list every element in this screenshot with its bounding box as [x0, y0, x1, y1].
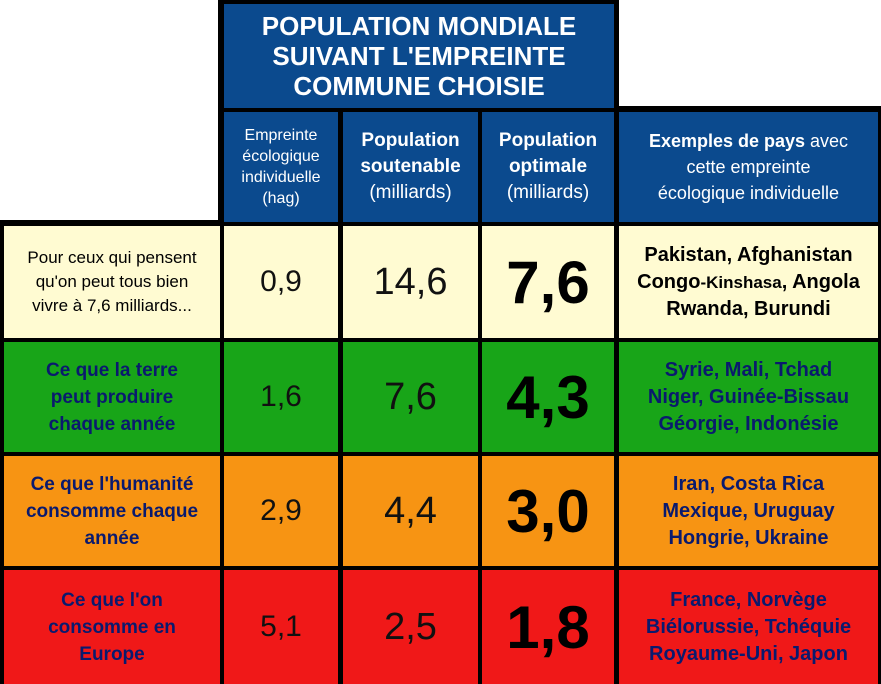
header-sustainable-line: (milliards)	[369, 182, 452, 203]
header-sustainable-line: Population	[361, 130, 460, 151]
row-label: Pour ceux qui pensent qu'on peut tous bi…	[4, 226, 220, 338]
header-optimal-line: Population	[498, 130, 598, 151]
header-footprint-line: individuelle	[241, 169, 321, 186]
header-footprint-line: Empreinte	[244, 127, 318, 144]
country-line: Mexique, Uruguay	[662, 499, 835, 522]
row-label-line: qu'on peut tous bien	[35, 272, 189, 291]
row-label-line: chaque année	[48, 413, 176, 435]
optimal-value: 1,8	[482, 570, 614, 684]
header-optimal-line: (milliards)	[506, 182, 590, 203]
title-line: COMMUNE CHOISIE	[293, 71, 545, 101]
row-label-line: consomme chaque	[25, 500, 199, 522]
country-line: Syrie, Mali, Tchad	[664, 358, 833, 381]
row-label-line: Ce que l'humanité	[30, 473, 194, 495]
footprint-value: 0,9	[224, 226, 338, 338]
header-examples: Exemples de pays avec cette empreinte éc…	[619, 112, 878, 222]
header-examples-bold: Exemples de pays	[648, 131, 806, 151]
sustainable-value: 14,6	[343, 226, 478, 338]
country-line: Niger, Guinée-Bissau	[647, 385, 850, 408]
row-label: Ce que l'humanité consomme chaque année	[4, 456, 220, 566]
header-footprint: Empreinte écologique individuelle (hag)	[224, 112, 338, 222]
row-label-line: peut produire	[50, 386, 174, 408]
row-label-line: Ce que l'on	[61, 589, 163, 611]
row-label-line: Pour ceux qui pensent	[27, 248, 197, 267]
sustainable-value: 7,6	[343, 342, 478, 452]
optimal-value: 7,6	[482, 226, 614, 338]
header-sustainable-line: soutenable	[360, 156, 461, 177]
country-examples: Iran, Costa Rica Mexique, Uruguay Hongri…	[619, 456, 878, 566]
sustainable-value: 4,4	[343, 456, 478, 566]
header-examples-line: écologique individuelle	[657, 183, 840, 203]
row-label-line: année	[84, 527, 140, 549]
row-label: Ce que la terre peut produire chaque ann…	[4, 342, 220, 452]
country-examples: Pakistan, Afghanistan Congo-Kinshasa, An…	[619, 226, 878, 338]
country-line: Pakistan, Afghanistan	[644, 243, 853, 266]
country-congo-suffix: -Kinshasa	[700, 272, 782, 292]
header-sustainable: Population soutenable (milliards)	[343, 112, 478, 222]
country-line: Royaume-Uni, Japon	[649, 642, 848, 665]
row-label-line: Ce que la terre	[46, 359, 178, 381]
title-line: POPULATION MONDIALE	[261, 11, 577, 41]
optimal-value: 3,0	[482, 456, 614, 566]
footprint-value: 2,9	[224, 456, 338, 566]
sustainable-value: 2,5	[343, 570, 478, 684]
country-line: Biélorussie, Tchéquie	[645, 615, 852, 638]
country-examples: Syrie, Mali, Tchad Niger, Guinée-Bissau …	[619, 342, 878, 452]
row-label-line: consomme en	[48, 616, 176, 638]
footprint-value: 1,6	[224, 342, 338, 452]
country-angola: , Angola	[781, 270, 860, 293]
header-optimal-line: optimale	[508, 156, 588, 177]
title-line: SUIVANT L'EMPREINTE	[272, 41, 566, 71]
optimal-value: 4,3	[482, 342, 614, 452]
country-line: Géorgie, Indonésie	[658, 412, 839, 435]
row-label: Ce que l'on consomme en Europe	[4, 570, 220, 684]
country-line: Iran, Costa Rica	[672, 472, 825, 495]
country-line: Congo-Kinshasa, Angola	[637, 269, 860, 296]
country-examples: France, Norvège Biélorussie, Tchéquie Ro…	[619, 570, 878, 684]
header-optimal: Population optimale (milliards)	[482, 112, 614, 222]
header-examples-line: cette empreinte	[686, 157, 811, 177]
row-label-line: vivre à 7,6 milliards...	[32, 296, 192, 315]
header-examples-rest: avec	[805, 131, 849, 151]
country-congo: Congo	[637, 270, 701, 293]
table-title: POPULATION MONDIALE SUIVANT L'EMPREINTE …	[224, 4, 614, 108]
header-footprint-line: (hag)	[262, 190, 300, 207]
header-footprint-line: écologique	[242, 148, 320, 165]
row-label-line: Europe	[79, 643, 145, 665]
header-examples-line: Exemples de pays avec	[649, 128, 848, 154]
country-line: France, Norvège	[670, 588, 827, 611]
country-line: Rwanda, Burundi	[666, 297, 831, 320]
country-line: Hongrie, Ukraine	[668, 526, 829, 549]
footprint-value: 5,1	[224, 570, 338, 684]
